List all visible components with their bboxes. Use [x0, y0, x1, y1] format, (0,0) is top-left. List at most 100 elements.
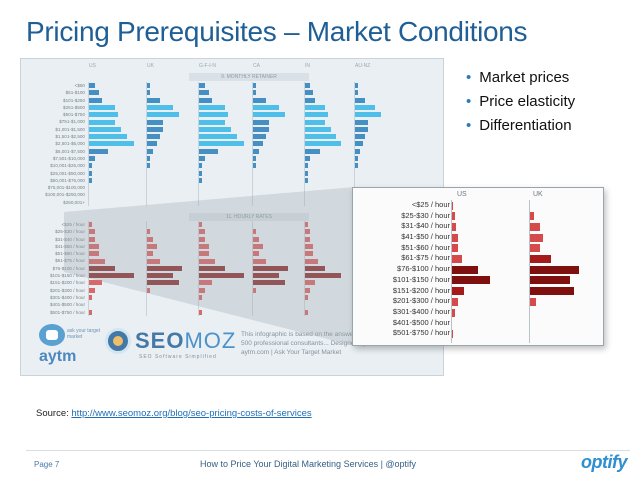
seomoz-logo-part: MOZ [184, 328, 237, 353]
infographic-bar [253, 83, 257, 88]
zoom-bar [452, 244, 458, 253]
infographic-bar [355, 141, 363, 147]
infographic-bar [89, 258, 105, 264]
column-axis-line [146, 82, 147, 207]
infographic-bar [89, 309, 93, 315]
infographic-bar [89, 141, 134, 147]
infographic-bar [199, 156, 206, 161]
infographic-bar [355, 148, 361, 154]
zoom-label-list: <$25 / hour $25-$30 / hour $31-$40 / hour $… [357, 200, 450, 339]
bullet-list: Market prices Price elasticity Different… [466, 68, 575, 140]
infographic-bar [355, 163, 358, 169]
infographic-bar [89, 148, 109, 154]
zoom-bar [452, 222, 457, 231]
infographic-bar [147, 287, 151, 293]
infographic-bar [355, 134, 366, 140]
zoom-row-label: $401-$500 / hour [392, 317, 450, 327]
infographic-bar [305, 236, 311, 242]
infographic-bar [253, 258, 266, 264]
infographic-bar [89, 134, 128, 140]
source-link[interactable]: http://www.seomoz.org/blog/seo-pricing-c… [71, 408, 312, 419]
infographic-bar [253, 287, 257, 293]
monthly-label: $10,001-$25,000 [50, 163, 85, 169]
zoom-row-label: $151-$200 / hour [392, 285, 450, 295]
zoom-row-label: $51-$60 / hour [401, 242, 450, 252]
hourly-label: $201-$300 / hour [50, 287, 85, 293]
column-axis-line [88, 82, 89, 207]
infographic-bar [147, 134, 160, 140]
section-monthly-label: 9. MONTHLY RETAINER [189, 73, 309, 81]
infographic-bar [253, 97, 266, 103]
infographic-bar [305, 112, 329, 118]
monthly-label: $25,001-$50,000 [50, 170, 85, 176]
column-axis-line [198, 82, 199, 207]
infographic-bar [355, 156, 358, 161]
monthly-label: $2,501-$5,000 [55, 141, 85, 147]
infographic-bar [199, 126, 231, 132]
infographic-bar [305, 287, 311, 293]
infographic-bar [89, 156, 96, 161]
infographic-bar [199, 287, 206, 293]
zoom-bar [452, 255, 463, 263]
infographic-bar [355, 83, 358, 88]
hourly-label: $31-$40 / hour [55, 236, 85, 242]
hourly-label: $301-$400 / hour [50, 294, 85, 300]
zoom-row-label: <$25 / hour [411, 200, 450, 209]
infographic-bar [89, 280, 102, 286]
hourly-label: $401-$500 / hour [50, 302, 85, 308]
infographic-bar [253, 163, 257, 169]
monthly-label: $100,001-$250,000 [45, 192, 85, 198]
monthly-label: $7,501-$10,000 [52, 155, 85, 161]
optify-logo: optify [581, 452, 628, 472]
zoom-bar [452, 329, 454, 338]
infographic-bar [253, 273, 279, 279]
infographic-bar [147, 265, 183, 271]
zoom-axis-line [529, 200, 530, 343]
monthly-label: <$50 [74, 83, 85, 88]
infographic-bar [199, 273, 244, 279]
bullet-item: Market prices [466, 68, 575, 92]
infographic-bar [89, 83, 96, 88]
infographic-footnote: This infographic is based on the answers… [241, 331, 389, 356]
infographic-bar [305, 119, 326, 125]
infographic-bar [253, 251, 260, 257]
zoom-bar [452, 308, 455, 317]
infographic-bar [355, 112, 381, 118]
monthly-label: $1,001-$1,500 [55, 126, 85, 132]
infographic-bar [89, 265, 115, 271]
infographic-bar [199, 265, 225, 271]
infographic-bar [253, 134, 266, 140]
column-axis-line [252, 221, 253, 316]
infographic-bar [199, 177, 203, 183]
infographic-bar [253, 90, 257, 96]
infographic-bar [147, 126, 163, 132]
infographic-bar [147, 273, 173, 279]
zoom-bar [530, 297, 536, 306]
column-axis-line [198, 221, 199, 316]
hourly-label-list: <$25 / hour $25-$30 / hour $31-$40 / hour $… [23, 221, 85, 316]
infographic-bar [147, 163, 151, 169]
infographic-bar [147, 90, 151, 96]
infographic-bar [253, 112, 285, 118]
monthly-label: $5,001-$7,500 [55, 148, 85, 154]
column-axis-line [146, 221, 147, 316]
infographic-bar [199, 97, 212, 103]
zoom-row-label: $301-$400 / hour [392, 306, 450, 316]
column-axis-line [88, 221, 89, 316]
infographic-bar [147, 156, 151, 161]
zoom-callout: US UK <$25 / hour $25-$30 / hour $31-$40 /… [352, 187, 604, 346]
slide-title: Pricing Prerequisites – Market Condition… [26, 16, 528, 47]
infographic-bar [199, 148, 219, 154]
zoom-bar [530, 287, 574, 296]
infographic-bar [89, 112, 118, 118]
infographic-bar [253, 119, 269, 125]
infographic-bar [253, 126, 269, 132]
infographic-bar [89, 126, 121, 132]
infographic-bar [253, 229, 257, 235]
column-axis-line [252, 82, 253, 207]
infographic-bar [253, 148, 260, 154]
hourly-label: $25-$30 / hour [55, 229, 85, 235]
infographic-bar [253, 156, 257, 161]
footer-title: How to Price Your Digital Marketing Serv… [200, 459, 417, 469]
monthly-label: $250,001+ [63, 199, 85, 205]
